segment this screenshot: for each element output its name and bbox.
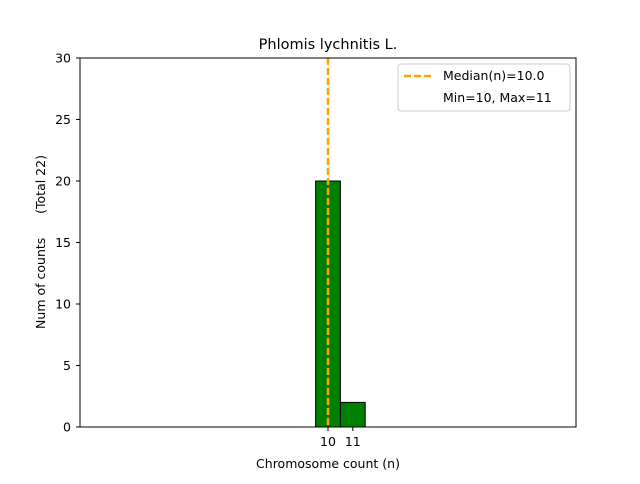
y-tick-label-5: 5 [63,358,71,373]
legend-entry-median: Median(n)=10.0 [443,68,544,83]
x-axis-label: Chromosome count (n) [256,456,400,471]
y-tick-label-25: 25 [55,112,71,127]
legend-entry-minmax: Min=10, Max=11 [443,90,552,105]
x-tick-label-10: 10 [320,434,336,449]
y-tick-label-0: 0 [63,420,71,435]
bars-group [315,180,440,428]
y-axis: 0 5 10 15 20 25 30 [55,51,80,435]
bar-11 [339,401,366,428]
legend-frame [397,63,571,112]
chart-title: Phlomis lychnitis L. [259,37,398,53]
x-axis: 10 11 [320,427,361,449]
y-tick-label-15: 15 [55,235,71,250]
y-tick-label-30: 30 [55,51,71,66]
y-axis-label: Num of counts (Total 22) [33,155,48,329]
y-tick-label-20: 20 [55,174,71,189]
y-tick-label-10: 10 [55,297,71,312]
legend: Median(n)=10.0 Min=10, Max=11 [397,63,571,112]
x-tick-label-11: 11 [345,434,361,449]
